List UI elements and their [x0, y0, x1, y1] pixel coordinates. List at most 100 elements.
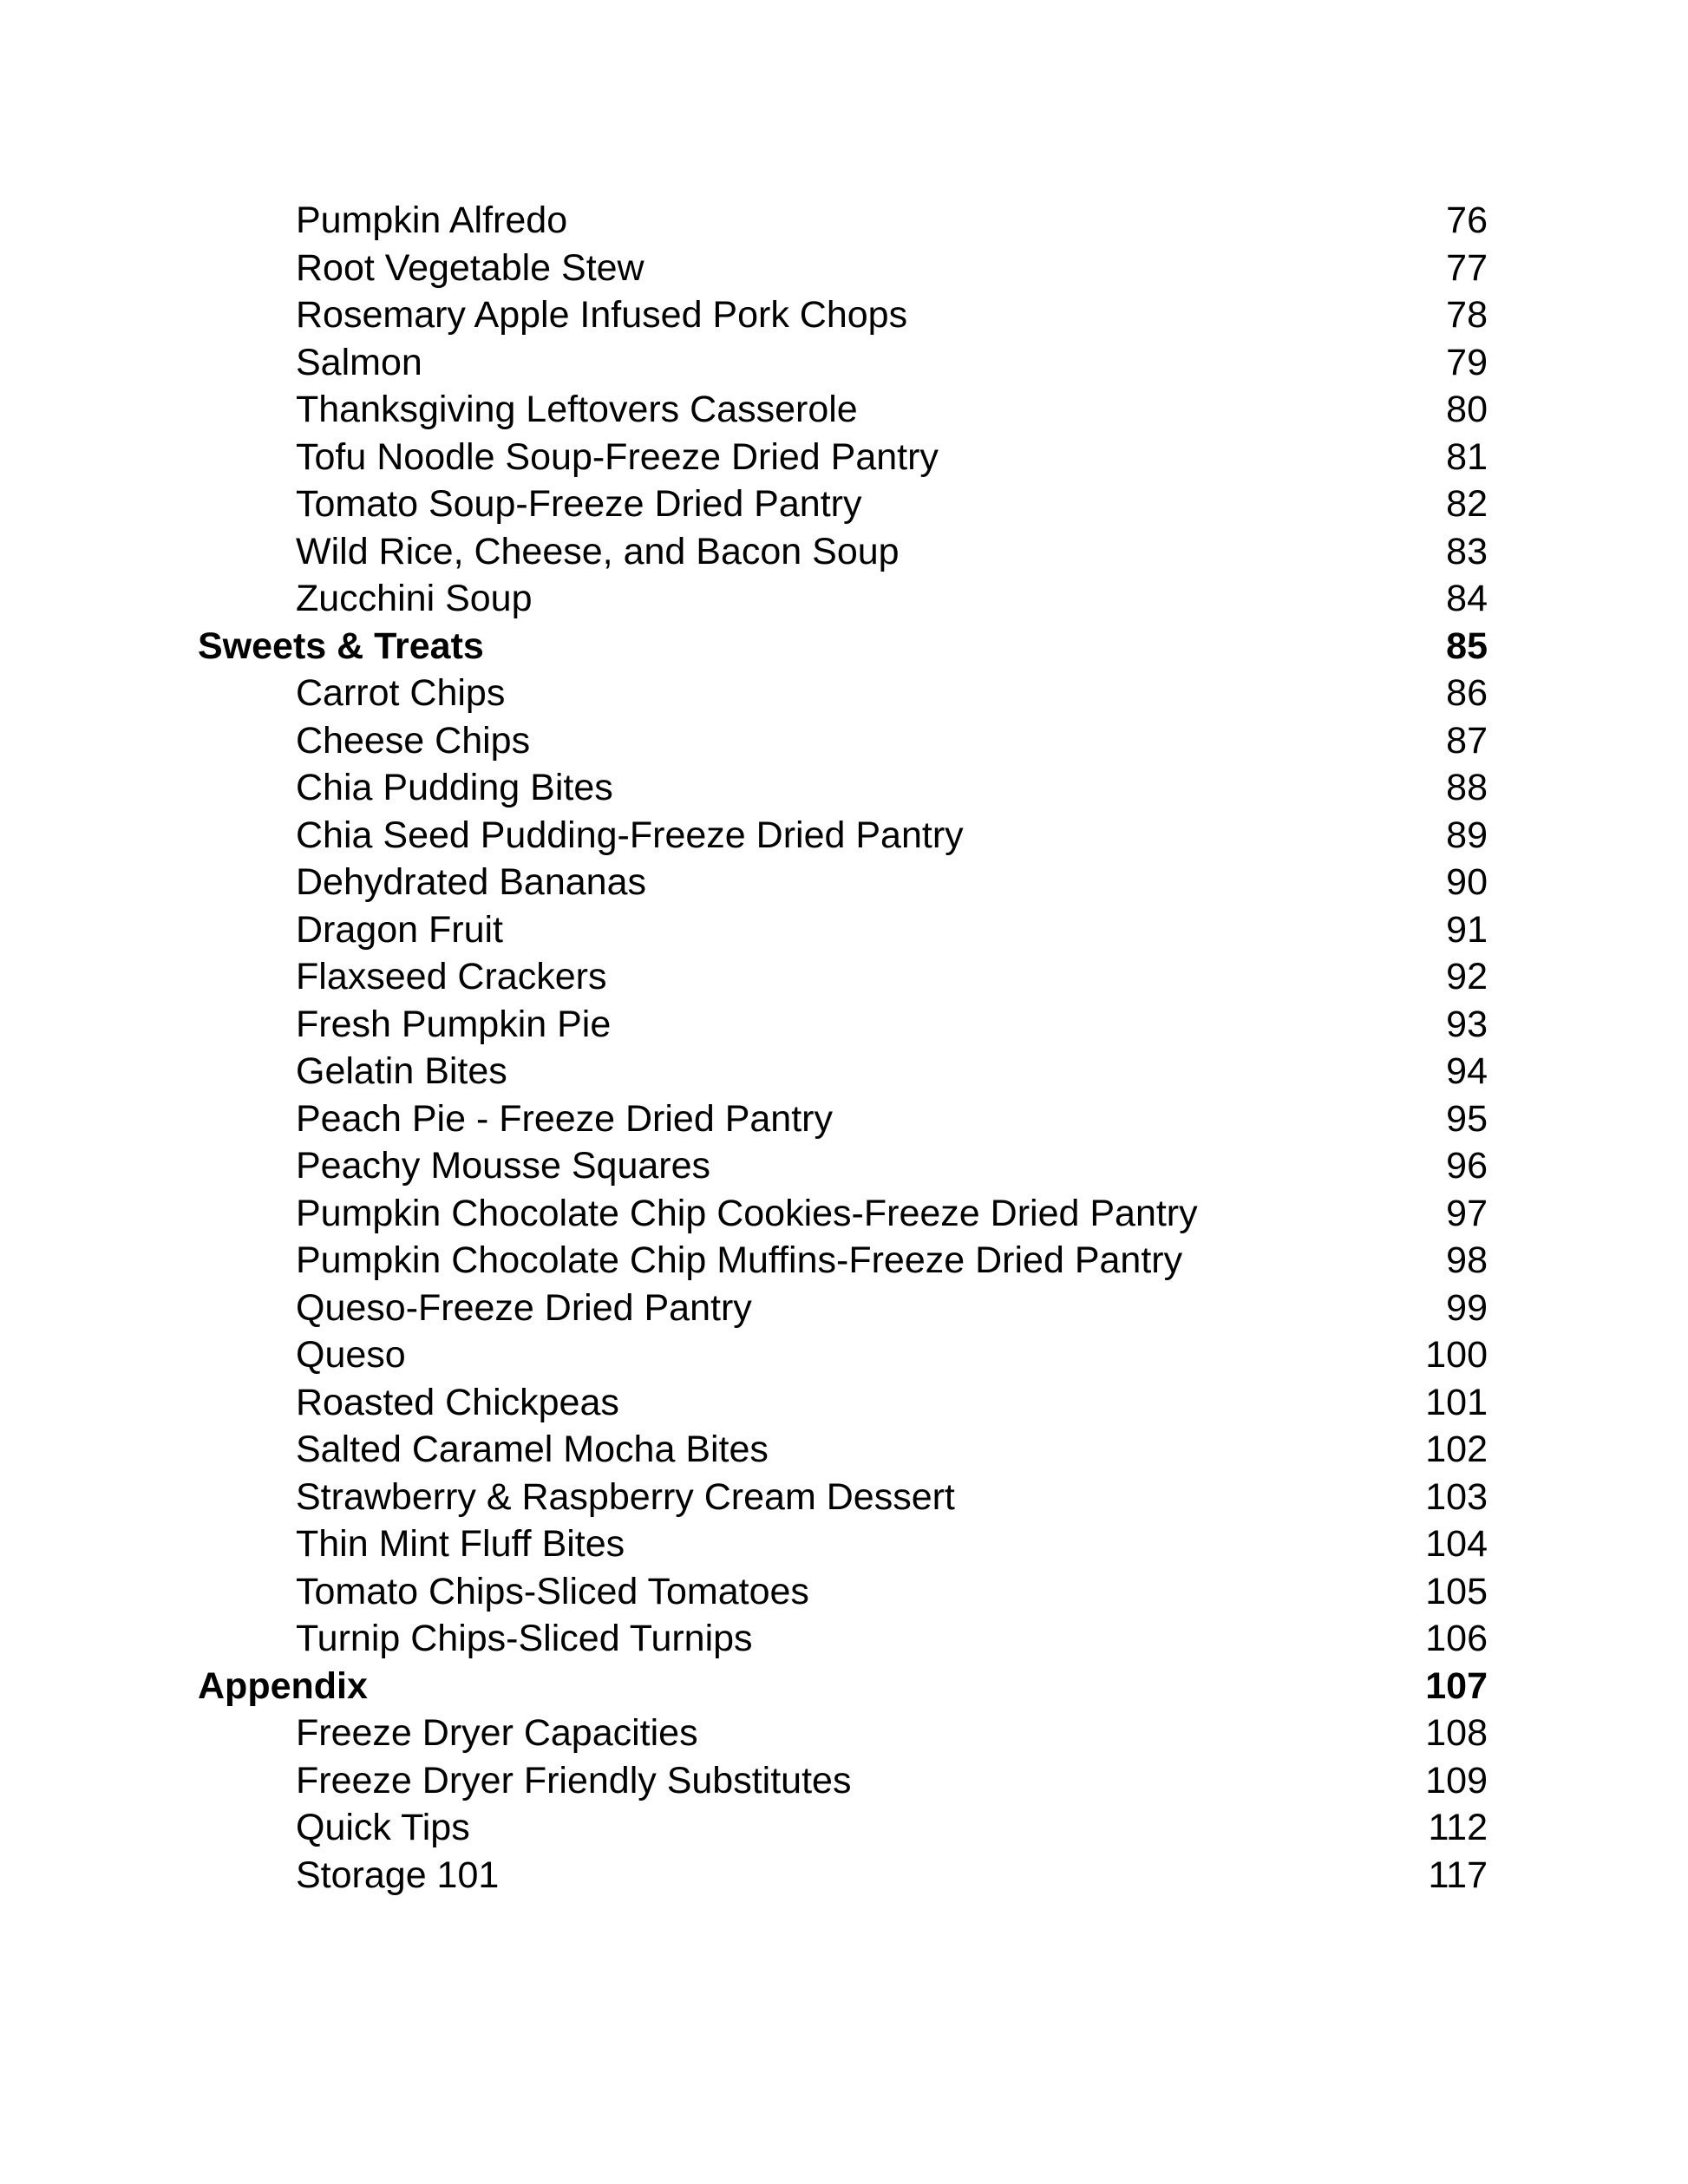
toc-entry[interactable]: Pumpkin Alfredo 76 — [0, 197, 1488, 245]
toc-entry-page-number: 107 — [1425, 1664, 1488, 1707]
toc-entry[interactable]: Rosemary Apple Infused Pork Chops 78 — [0, 291, 1488, 339]
toc-entry-title: Rosemary Apple Infused Pork Chops — [296, 294, 908, 336]
toc-entry-page-number: 105 — [1425, 1570, 1488, 1612]
toc-entry[interactable]: Storage 101 117 — [0, 1852, 1488, 1900]
table-of-contents: Pumpkin Alfredo 76 Root Vegetable Stew 77 Ro… — [0, 197, 1688, 1899]
toc-entry[interactable]: Carrot Chips 86 — [0, 670, 1488, 717]
toc-entry-page-number: 97 — [1446, 1192, 1488, 1234]
toc-entry-page-number: 84 — [1446, 578, 1488, 619]
toc-entry-title: Storage 101 — [296, 1854, 500, 1896]
toc-entry[interactable]: Freeze Dryer Capacities 108 — [0, 1710, 1488, 1757]
toc-entry-page-number: 98 — [1446, 1239, 1488, 1281]
toc-section-heading[interactable]: Appendix 107 — [0, 1663, 1488, 1710]
toc-entry-title: Carrot Chips — [296, 672, 506, 714]
toc-entry-page-number: 76 — [1446, 199, 1488, 241]
toc-entry-page-number: 106 — [1425, 1618, 1488, 1659]
toc-entry-title: Cheese Chips — [296, 719, 531, 762]
toc-entry-title: Salted Caramel Mocha Bites — [296, 1429, 769, 1470]
toc-entry[interactable]: Queso 100 — [0, 1331, 1488, 1379]
toc-entry[interactable]: Quick Tips 112 — [0, 1804, 1488, 1852]
toc-entry[interactable]: Roasted Chickpeas 101 — [0, 1379, 1488, 1427]
toc-entry-title: Tomato Soup-Freeze Dried Pantry — [296, 483, 862, 525]
toc-entry[interactable]: Tomato Chips-Sliced Tomatoes 105 — [0, 1568, 1488, 1616]
toc-entry[interactable]: Dragon Fruit 91 — [0, 906, 1488, 954]
toc-entry[interactable]: Pumpkin Chocolate Chip Muffins-Freeze Dr… — [0, 1237, 1488, 1285]
toc-entry-title: Zucchini Soup — [296, 578, 533, 619]
toc-entry-title: Pumpkin Alfredo — [296, 199, 568, 241]
toc-entry[interactable]: Tomato Soup-Freeze Dried Pantry 82 — [0, 481, 1488, 528]
toc-entry-title: Strawberry & Raspberry Cream Dessert — [296, 1475, 955, 1518]
toc-entry[interactable]: Root Vegetable Stew 77 — [0, 245, 1488, 292]
toc-entry-title: Peachy Mousse Squares — [296, 1145, 711, 1187]
toc-entry-title: Gelatin Bites — [296, 1050, 507, 1092]
toc-entry-title: Freeze Dryer Friendly Substitutes — [296, 1759, 852, 1801]
toc-entry-page-number: 86 — [1446, 672, 1488, 714]
toc-entry-page-number: 88 — [1446, 767, 1488, 808]
toc-entry-page-number: 89 — [1446, 814, 1488, 856]
toc-entry-title: Dragon Fruit — [296, 908, 503, 951]
toc-entry[interactable]: Salmon 79 — [0, 339, 1488, 387]
toc-entry-page-number: 95 — [1446, 1097, 1488, 1140]
toc-section-heading[interactable]: Sweets & Treats 85 — [0, 623, 1488, 670]
toc-entry[interactable]: Zucchini Soup 84 — [0, 575, 1488, 623]
toc-entry[interactable]: Chia Pudding Bites 88 — [0, 764, 1488, 812]
toc-entry[interactable]: Wild Rice, Cheese, and Bacon Soup 83 — [0, 528, 1488, 576]
toc-entry-page-number: 83 — [1446, 530, 1488, 572]
toc-entry[interactable]: Freeze Dryer Friendly Substitutes 109 — [0, 1757, 1488, 1805]
toc-entry-title: Flaxseed Crackers — [296, 956, 607, 997]
toc-entry-title: Salmon — [296, 341, 422, 383]
toc-entry-title: Thanksgiving Leftovers Casserole — [296, 389, 858, 430]
toc-entry-page-number: 87 — [1446, 719, 1488, 762]
toc-entry-title: Dehydrated Bananas — [296, 861, 647, 903]
toc-entry-page-number: 96 — [1446, 1145, 1488, 1187]
toc-entry-page-number: 82 — [1446, 483, 1488, 525]
toc-entry-title: Queso-Freeze Dried Pantry — [296, 1286, 752, 1329]
toc-entry[interactable]: Tofu Noodle Soup-Freeze Dried Pantry 81 — [0, 434, 1488, 481]
toc-entry-title: Thin Mint Fluff Bites — [296, 1523, 625, 1565]
toc-entry-page-number: 100 — [1425, 1334, 1488, 1376]
toc-entry-page-number: 91 — [1446, 908, 1488, 951]
toc-entry-page-number: 101 — [1425, 1381, 1488, 1423]
toc-entry-page-number: 102 — [1425, 1429, 1488, 1470]
toc-entry[interactable]: Peach Pie - Freeze Dried Pantry 95 — [0, 1095, 1488, 1143]
toc-entry-title: Peach Pie - Freeze Dried Pantry — [296, 1097, 833, 1140]
toc-entry[interactable]: Chia Seed Pudding-Freeze Dried Pantry 89 — [0, 812, 1488, 860]
toc-entry[interactable]: Pumpkin Chocolate Chip Cookies-Freeze Dr… — [0, 1190, 1488, 1238]
toc-entry-title: Chia Pudding Bites — [296, 767, 613, 808]
toc-entry-title: Freeze Dryer Capacities — [296, 1712, 698, 1754]
toc-entry-page-number: 99 — [1446, 1286, 1488, 1329]
toc-entry-page-number: 93 — [1446, 1003, 1488, 1045]
toc-entry[interactable]: Cheese Chips 87 — [0, 717, 1488, 765]
toc-entry[interactable]: Gelatin Bites 94 — [0, 1048, 1488, 1095]
toc-entry[interactable]: Flaxseed Crackers 92 — [0, 953, 1488, 1001]
toc-entry-page-number: 112 — [1428, 1807, 1488, 1848]
toc-entry-title: Root Vegetable Stew — [296, 246, 644, 289]
toc-entry[interactable]: Thin Mint Fluff Bites 104 — [0, 1520, 1488, 1568]
toc-entry-title: Tofu Noodle Soup-Freeze Dried Pantry — [296, 435, 939, 478]
toc-entry-title: Turnip Chips-Sliced Turnips — [296, 1618, 753, 1659]
toc-entry-title: Queso — [296, 1334, 406, 1376]
toc-entry-page-number: 90 — [1446, 861, 1488, 903]
toc-entry[interactable]: Peachy Mousse Squares 96 — [0, 1142, 1488, 1190]
toc-entry-title: Pumpkin Chocolate Chip Cookies-Freeze Dr… — [296, 1192, 1198, 1234]
toc-entry[interactable]: Dehydrated Bananas 90 — [0, 859, 1488, 906]
toc-entry[interactable]: Strawberry & Raspberry Cream Dessert 103 — [0, 1474, 1488, 1521]
toc-entry-page-number: 109 — [1425, 1759, 1488, 1801]
toc-entry[interactable]: Thanksgiving Leftovers Casserole 80 — [0, 386, 1488, 434]
toc-entry-page-number: 108 — [1425, 1712, 1488, 1754]
toc-entry-title: Sweets & Treats — [198, 624, 484, 667]
toc-entry-page-number: 78 — [1446, 294, 1488, 336]
toc-entry-page-number: 104 — [1425, 1523, 1488, 1565]
toc-entry-title: Wild Rice, Cheese, and Bacon Soup — [296, 530, 900, 572]
toc-entry-page-number: 94 — [1446, 1050, 1488, 1092]
toc-entry-page-number: 80 — [1446, 389, 1488, 430]
toc-entry[interactable]: Turnip Chips-Sliced Turnips 106 — [0, 1615, 1488, 1663]
toc-entry[interactable]: Salted Caramel Mocha Bites 102 — [0, 1426, 1488, 1474]
toc-entry-page-number: 79 — [1446, 341, 1488, 383]
toc-entry[interactable]: Queso-Freeze Dried Pantry 99 — [0, 1285, 1488, 1332]
toc-entry-title: Tomato Chips-Sliced Tomatoes — [296, 1570, 809, 1612]
toc-entry-title: Roasted Chickpeas — [296, 1381, 619, 1423]
toc-entry[interactable]: Fresh Pumpkin Pie 93 — [0, 1001, 1488, 1049]
toc-entry-page-number: 92 — [1446, 956, 1488, 997]
toc-entry-title: Pumpkin Chocolate Chip Muffins-Freeze Dr… — [296, 1239, 1183, 1281]
